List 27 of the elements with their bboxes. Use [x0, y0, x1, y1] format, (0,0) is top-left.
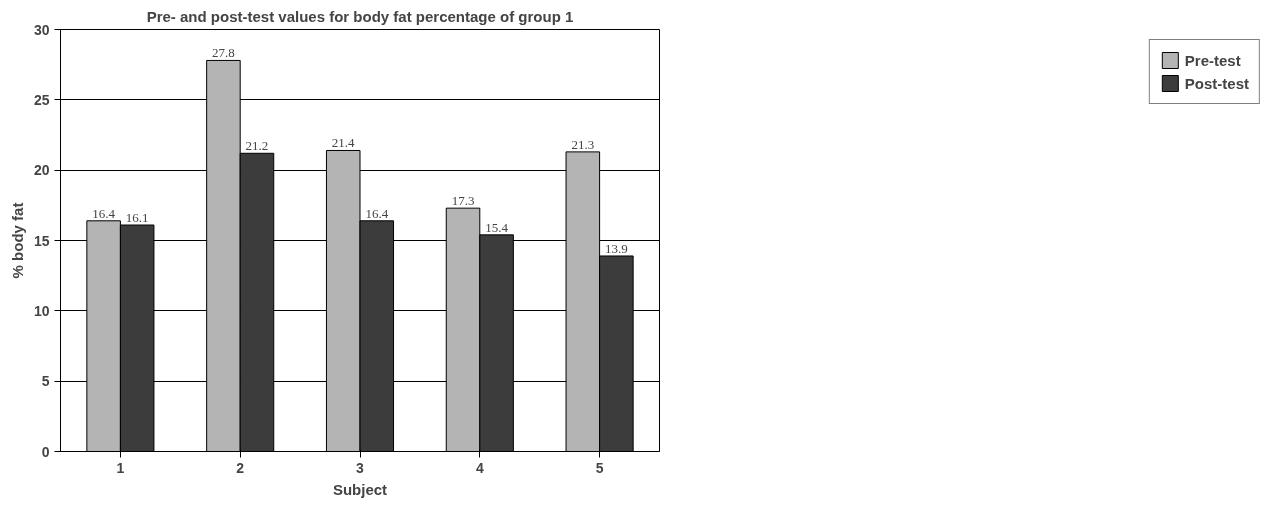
data-label: 21.4	[331, 135, 356, 151]
data-label: 17.3	[451, 193, 475, 209]
y-axis-title: % body fat	[8, 202, 26, 279]
data-label: 13.9	[605, 240, 628, 256]
y-tick-label: 10	[33, 302, 50, 319]
y-tick-label: 15	[33, 232, 50, 249]
legend-label: Pre-test	[1184, 51, 1241, 69]
y-tick-label: 25	[33, 91, 50, 108]
data-label: 15.4	[485, 219, 509, 235]
x-tick-label: 3	[356, 459, 365, 476]
data-label: 21.3	[571, 136, 595, 152]
x-tick-label: 1	[116, 459, 125, 476]
data-label: 16.4	[92, 205, 116, 221]
data-label: 27.8	[212, 45, 235, 61]
y-tick-label: 20	[33, 162, 50, 179]
legend-label: Post-test	[1184, 74, 1249, 92]
x-tick-label: 2	[236, 459, 245, 476]
y-tick-label: 0	[41, 443, 50, 460]
y-tick-label: 5	[41, 373, 50, 390]
x-axis-title: Subject	[332, 480, 388, 498]
x-tick-label: 4	[475, 459, 484, 476]
data-label: 21.2	[245, 138, 269, 154]
x-tick-label: 5	[595, 459, 604, 476]
chart-title: Pre- and post-test values for body fat percentage of group 1	[146, 7, 574, 25]
data-label: 16.4	[365, 205, 389, 221]
data-label: 16.1	[125, 210, 149, 226]
y-tick-label: 30	[33, 21, 50, 38]
